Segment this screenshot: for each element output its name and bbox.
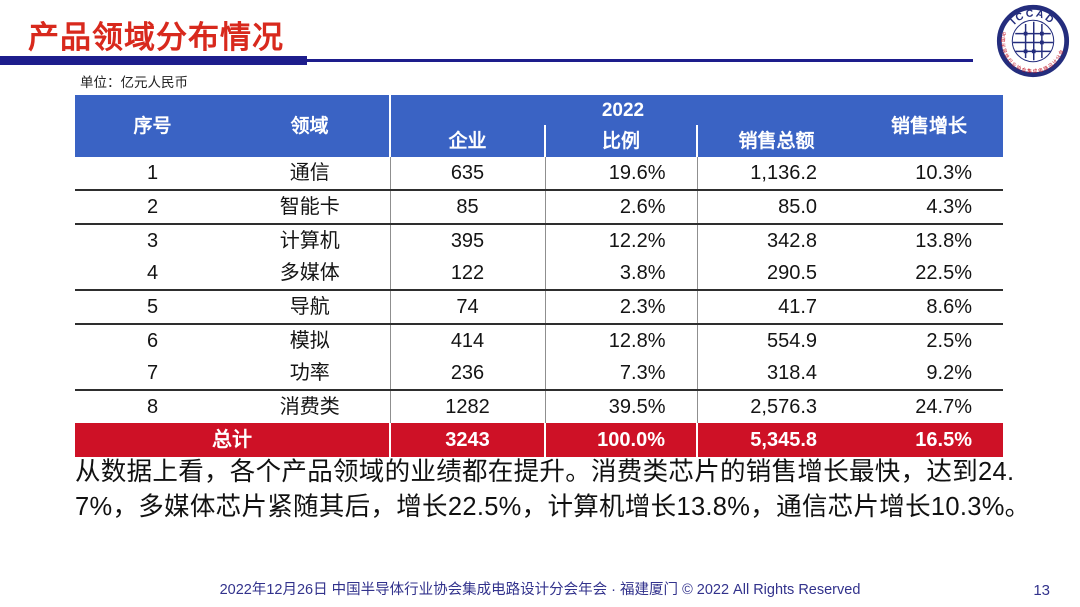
page-number: 13 — [1033, 582, 1050, 599]
table-row: 7 功率 236 7.3% 318.4 9.2% — [75, 357, 1004, 391]
cell-field: 智能卡 — [230, 190, 390, 225]
table-row: 1 通信 635 19.6% 1,136.2 10.3% — [75, 157, 1004, 191]
cell-field: 消费类 — [230, 390, 390, 423]
cell-sales: 2,576.3 — [696, 390, 856, 423]
cell-no: 7 — [75, 357, 230, 391]
header-no: 序号 — [75, 95, 230, 157]
cell-growth: 24.7% — [855, 390, 1004, 423]
cell-companies: 414 — [389, 324, 545, 357]
total-growth: 16.5% — [855, 423, 1004, 457]
cell-sales: 1,136.2 — [696, 157, 856, 191]
table-row: 5 导航 74 2.3% 41.7 8.6% — [75, 290, 1004, 325]
cell-no: 6 — [75, 324, 230, 357]
cell-growth: 10.3% — [855, 157, 1004, 191]
table-row: 8 消费类 1282 39.5% 2,576.3 24.7% — [75, 390, 1004, 423]
table-row: 6 模拟 414 12.8% 554.9 2.5% — [75, 324, 1004, 357]
total-ratio: 100.0% — [544, 423, 697, 457]
cell-growth: 2.5% — [855, 324, 1004, 357]
header-sales: 销售总额 — [695, 125, 856, 157]
cell-field: 计算机 — [230, 224, 390, 257]
cell-growth: 8.6% — [855, 290, 1004, 325]
cell-sales: 318.4 — [696, 357, 856, 391]
page-title: 产品领域分布情况 — [28, 20, 284, 55]
summary-paragraph: 从数据上看，各个产品领域的业绩都在提升。消费类芯片的销售增长最快，达到24.7%… — [75, 458, 1031, 521]
cell-ratio: 2.3% — [544, 290, 697, 325]
cell-growth: 13.8% — [855, 224, 1004, 257]
table-header: 序号 领域 2022 销售增长 企业 比例 销售总额 — [75, 95, 1004, 157]
logo-grid-dots — [1023, 31, 1044, 54]
cell-ratio: 2.6% — [544, 190, 697, 225]
cell-companies: 635 — [389, 157, 545, 191]
cell-ratio: 19.6% — [544, 157, 697, 191]
header-companies: 企业 — [389, 125, 545, 157]
header-growth: 销售增长 — [855, 95, 1004, 157]
total-sales: 5,345.8 — [695, 423, 856, 457]
cell-companies: 74 — [389, 290, 545, 325]
cell-no: 8 — [75, 390, 230, 423]
cell-companies: 85 — [389, 190, 545, 225]
cell-field: 模拟 — [230, 324, 390, 357]
header-ratio: 比例 — [544, 125, 697, 157]
footer-text: 2022年12月26日 中国半导体行业协会集成电路设计分会年会 · 福建厦门 ©… — [219, 582, 861, 598]
cell-no: 2 — [75, 190, 230, 225]
total-label: 总计 — [75, 423, 390, 457]
cell-growth: 4.3% — [855, 190, 1004, 225]
header-year-group: 2022 — [388, 95, 856, 125]
table-row: 4 多媒体 122 3.8% 290.5 22.5% — [75, 257, 1004, 291]
table-body: 1 通信 635 19.6% 1,136.2 10.3% 2 智能卡 85 2.6% 85.0 4.3… — [75, 157, 1004, 423]
cell-companies: 236 — [389, 357, 545, 391]
cell-companies: 1282 — [389, 390, 545, 423]
cell-ratio: 7.3% — [544, 357, 697, 391]
cell-field: 功率 — [230, 357, 390, 391]
total-companies: 3243 — [389, 423, 545, 457]
cell-no: 1 — [75, 157, 230, 191]
cell-sales: 290.5 — [696, 257, 856, 291]
cell-companies: 395 — [389, 224, 545, 257]
title-underline-thick — [0, 56, 307, 65]
cell-sales: 41.7 — [696, 290, 856, 325]
cell-field: 导航 — [230, 290, 390, 325]
cell-sales: 342.8 — [696, 224, 856, 257]
cell-field: 通信 — [230, 157, 390, 191]
cell-no: 4 — [75, 257, 230, 291]
cell-companies: 122 — [389, 257, 545, 291]
cell-sales: 85.0 — [696, 190, 856, 225]
cell-growth: 22.5% — [855, 257, 1004, 291]
table-row: 3 计算机 395 12.2% 342.8 13.8% — [75, 224, 1004, 257]
distribution-table: 序号 领域 2022 销售增长 企业 比例 销售总额 1 通信 635 19.6% 1,… — [75, 95, 1004, 457]
cell-ratio: 39.5% — [544, 390, 697, 423]
cell-growth: 9.2% — [855, 357, 1004, 391]
cell-sales: 554.9 — [696, 324, 856, 357]
cell-ratio: 12.2% — [544, 224, 697, 257]
title-underline — [0, 56, 973, 66]
cell-ratio: 3.8% — [544, 257, 697, 291]
unit-label: 单位：亿元人民币 — [80, 75, 188, 90]
total-row: 总计 3243 100.0% 5,345.8 16.5% — [75, 423, 1004, 457]
title-underline-thin — [307, 59, 973, 62]
table-row: 2 智能卡 85 2.6% 85.0 4.3% — [75, 190, 1004, 225]
iccad-logo-icon: ICCAD 中国半导体行业协会集成电路设计分会 — [996, 4, 1070, 78]
cell-no: 3 — [75, 224, 230, 257]
header-field: 领域 — [230, 95, 390, 157]
cell-no: 5 — [75, 290, 230, 325]
cell-field: 多媒体 — [230, 257, 390, 291]
cell-ratio: 12.8% — [544, 324, 697, 357]
